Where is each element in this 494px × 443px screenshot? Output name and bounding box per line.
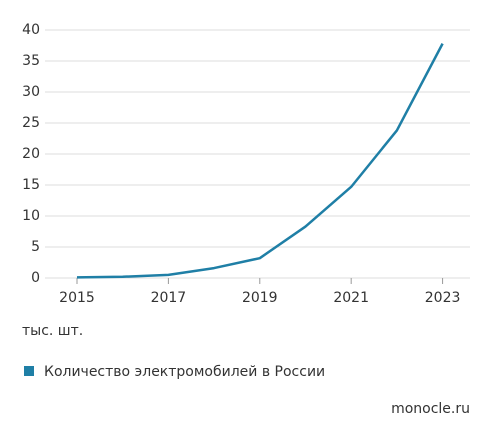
x-tick-label: 2023 xyxy=(425,290,461,306)
line xyxy=(76,43,444,279)
x-tick-label: 2017 xyxy=(151,290,187,306)
x-tick-label: 2015 xyxy=(59,290,95,306)
y-tick-label: 0 xyxy=(31,270,40,286)
y-tick-label: 25 xyxy=(22,115,40,131)
y-tick-label: 20 xyxy=(22,146,40,162)
x-tick-label: 2019 xyxy=(242,290,278,306)
y-tick-label: 30 xyxy=(22,84,40,100)
source: monocle.ru xyxy=(391,401,470,417)
y-tick-label: 40 xyxy=(22,22,40,38)
y-tick-label: 10 xyxy=(22,208,40,224)
x-tick-label: 2021 xyxy=(333,290,369,306)
y-tick-label: 35 xyxy=(22,53,40,69)
legend-swatch xyxy=(24,366,34,376)
y-tick-label: 15 xyxy=(22,177,40,193)
legend-label: Количество электромобилей в России xyxy=(44,364,325,380)
y-tick-label: 5 xyxy=(31,239,40,255)
y-axis-unit: тыс. шт. xyxy=(22,323,83,339)
